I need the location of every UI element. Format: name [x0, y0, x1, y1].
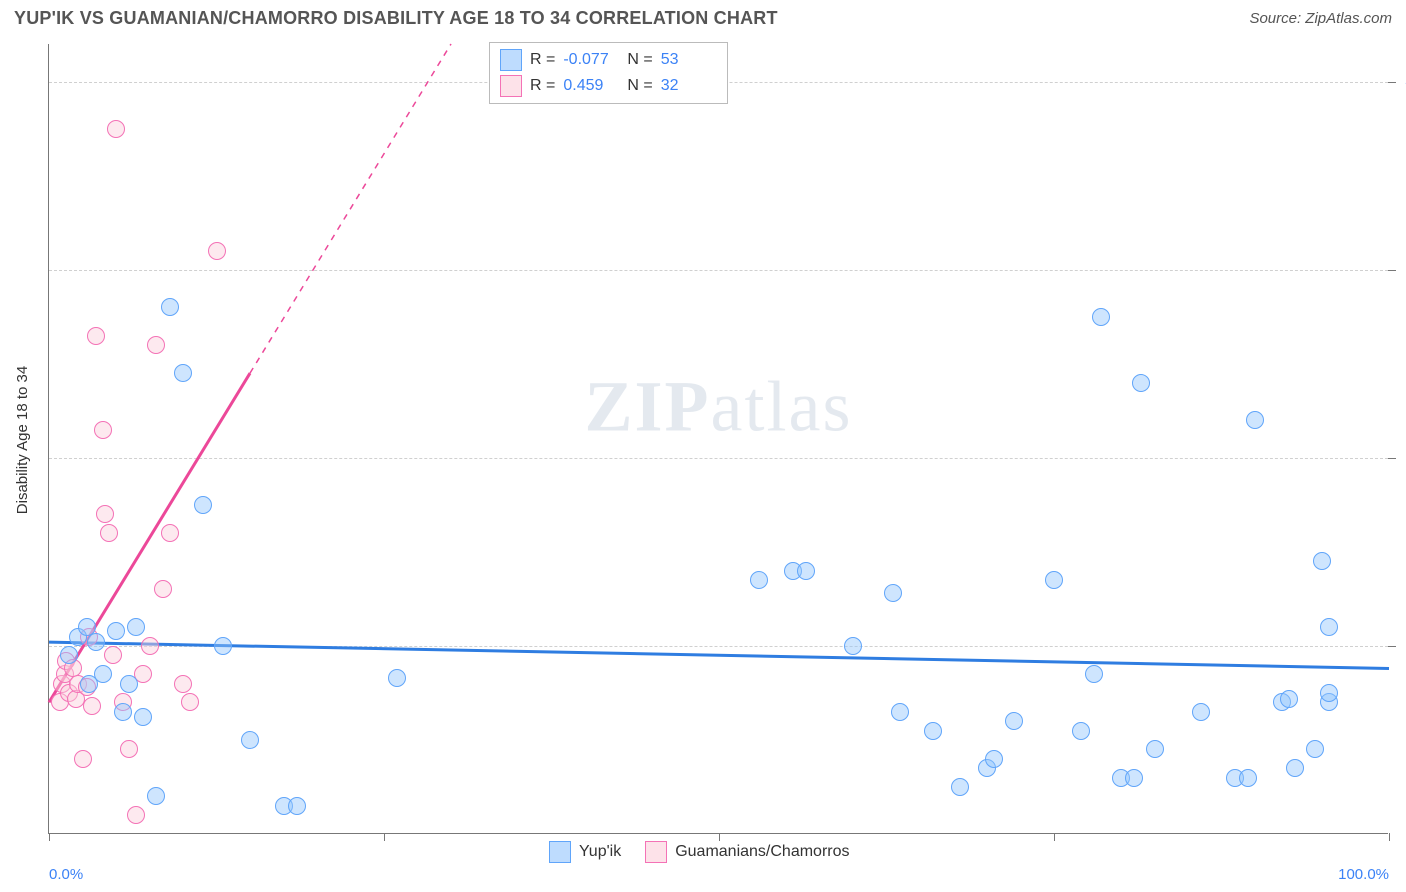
pink-point: [127, 806, 145, 824]
pink-point: [181, 693, 199, 711]
pink-point: [83, 697, 101, 715]
legend-swatch: [645, 841, 667, 863]
x-tick: [1389, 833, 1390, 841]
blue-point: [1306, 740, 1324, 758]
blue-point: [241, 731, 259, 749]
pink-point: [174, 675, 192, 693]
chart-source: Source: ZipAtlas.com: [1249, 10, 1392, 27]
legend-stats: R = -0.077 N = 53 R = 0.459 N = 32: [489, 42, 728, 104]
blue-point: [194, 496, 212, 514]
blue-point: [161, 298, 179, 316]
pink-point: [104, 646, 122, 664]
legend-n-value: 32: [661, 77, 717, 95]
legend-n-value: 53: [661, 51, 717, 69]
blue-point: [951, 778, 969, 796]
blue-point: [114, 703, 132, 721]
blue-point: [1072, 722, 1090, 740]
pink-point: [147, 336, 165, 354]
blue-point: [750, 571, 768, 589]
blue-point: [1045, 571, 1063, 589]
title-bar: YUP'IK VS GUAMANIAN/CHAMORRO DISABILITY …: [0, 0, 1406, 33]
legend-stats-row: R = -0.077 N = 53: [500, 47, 717, 73]
pink-point: [141, 637, 159, 655]
y-tick: [1388, 270, 1396, 271]
legend-series-item: Guamanians/Chamorros: [645, 841, 849, 863]
pink-point: [120, 740, 138, 758]
pink-point: [87, 327, 105, 345]
blue-point: [1313, 552, 1331, 570]
blue-point: [87, 633, 105, 651]
x-tick: [1054, 833, 1055, 841]
blue-point: [1320, 618, 1338, 636]
blue-point: [127, 618, 145, 636]
pink-point: [107, 120, 125, 138]
legend-n-label: N =: [627, 77, 652, 95]
y-tick: [1388, 82, 1396, 83]
legend-series: Yup'ik Guamanians/Chamorros: [549, 841, 850, 863]
x-tick: [49, 833, 50, 841]
pink-point: [96, 505, 114, 523]
blue-point: [1280, 690, 1298, 708]
blue-point: [924, 722, 942, 740]
blue-point: [388, 669, 406, 687]
x-tick-label: 0.0%: [49, 866, 83, 883]
blue-point: [1125, 769, 1143, 787]
blue-point: [797, 562, 815, 580]
blue-point: [174, 364, 192, 382]
legend-series-item: Yup'ik: [549, 841, 621, 863]
blue-point: [214, 637, 232, 655]
blue-point: [1146, 740, 1164, 758]
blue-point: [1005, 712, 1023, 730]
legend-n-label: N =: [627, 51, 652, 69]
blue-point: [1132, 374, 1150, 392]
x-tick: [384, 833, 385, 841]
blue-point: [1192, 703, 1210, 721]
pink-point: [100, 524, 118, 542]
blue-point: [1286, 759, 1304, 777]
legend-swatch: [500, 49, 522, 71]
blue-point: [884, 584, 902, 602]
y-axis-title: Disability Age 18 to 34: [14, 366, 31, 514]
blue-point: [1246, 411, 1264, 429]
legend-stats-row: R = 0.459 N = 32: [500, 73, 717, 99]
blue-point: [94, 665, 112, 683]
blue-point: [147, 787, 165, 805]
legend-r-value: 0.459: [563, 77, 619, 95]
blue-point: [134, 708, 152, 726]
pink-point: [161, 524, 179, 542]
chart-area: ZIPatlas 10.0%20.0%30.0%40.0% 0.0%100.0%…: [48, 44, 1388, 834]
blue-point: [985, 750, 1003, 768]
blue-point: [107, 622, 125, 640]
blue-point: [60, 646, 78, 664]
y-tick: [1388, 458, 1396, 459]
x-tick-label: 100.0%: [1338, 866, 1389, 883]
legend-r-label: R =: [530, 77, 555, 95]
blue-point: [120, 675, 138, 693]
pink-point: [74, 750, 92, 768]
x-tick: [719, 833, 720, 841]
pink-point: [208, 242, 226, 260]
trend-lines: [49, 44, 1388, 833]
blue-trend-line: [49, 642, 1389, 668]
legend-r-value: -0.077: [563, 51, 619, 69]
blue-point: [1085, 665, 1103, 683]
blue-point: [1239, 769, 1257, 787]
legend-series-label: Guamanians/Chamorros: [675, 843, 849, 861]
blue-point: [844, 637, 862, 655]
blue-point: [1320, 684, 1338, 702]
blue-point: [288, 797, 306, 815]
legend-swatch: [500, 75, 522, 97]
blue-point: [1092, 308, 1110, 326]
pink-point: [94, 421, 112, 439]
legend-series-label: Yup'ik: [579, 843, 621, 861]
chart-title: YUP'IK VS GUAMANIAN/CHAMORRO DISABILITY …: [14, 8, 778, 29]
y-tick: [1388, 646, 1396, 647]
legend-swatch: [549, 841, 571, 863]
pink-point: [154, 580, 172, 598]
blue-point: [891, 703, 909, 721]
pink-trend-line-dashed: [250, 44, 451, 373]
legend-r-label: R =: [530, 51, 555, 69]
